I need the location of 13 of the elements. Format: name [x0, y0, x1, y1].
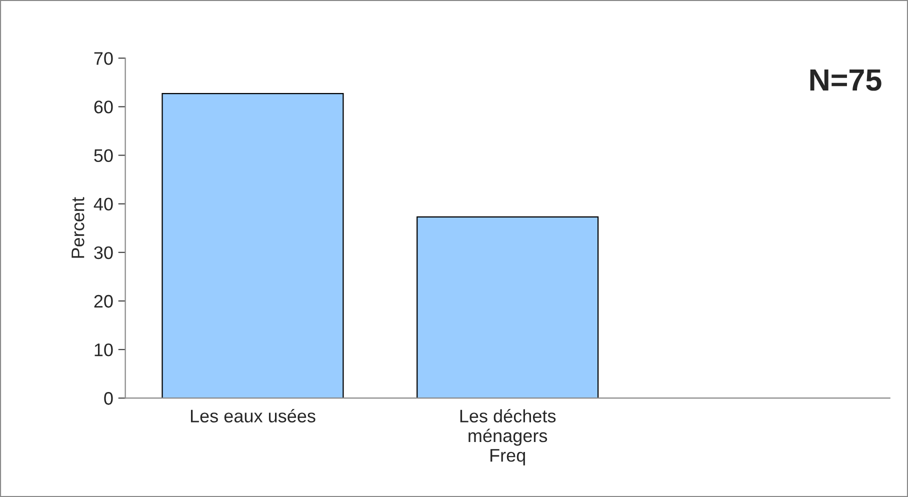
x-axis-title: Freq	[490, 449, 525, 466]
y-tick-label: 30	[94, 246, 113, 260]
x-tick-label: Les déchets ménagers	[460, 408, 556, 446]
y-axis-title: Percent	[72, 197, 84, 258]
y-tick-label: 20	[94, 294, 113, 308]
x-tick-label: Les eaux usées	[190, 408, 316, 422]
annotation: N=75	[810, 69, 882, 91]
y-tick-label: 40	[94, 198, 113, 211]
y-tick-label: 70	[94, 52, 113, 65]
y-tick-label: 10	[94, 343, 113, 356]
y-tick-label: 60	[94, 100, 113, 114]
y-tick-label: 50	[94, 149, 113, 162]
y-tick-label: 0	[104, 392, 113, 405]
